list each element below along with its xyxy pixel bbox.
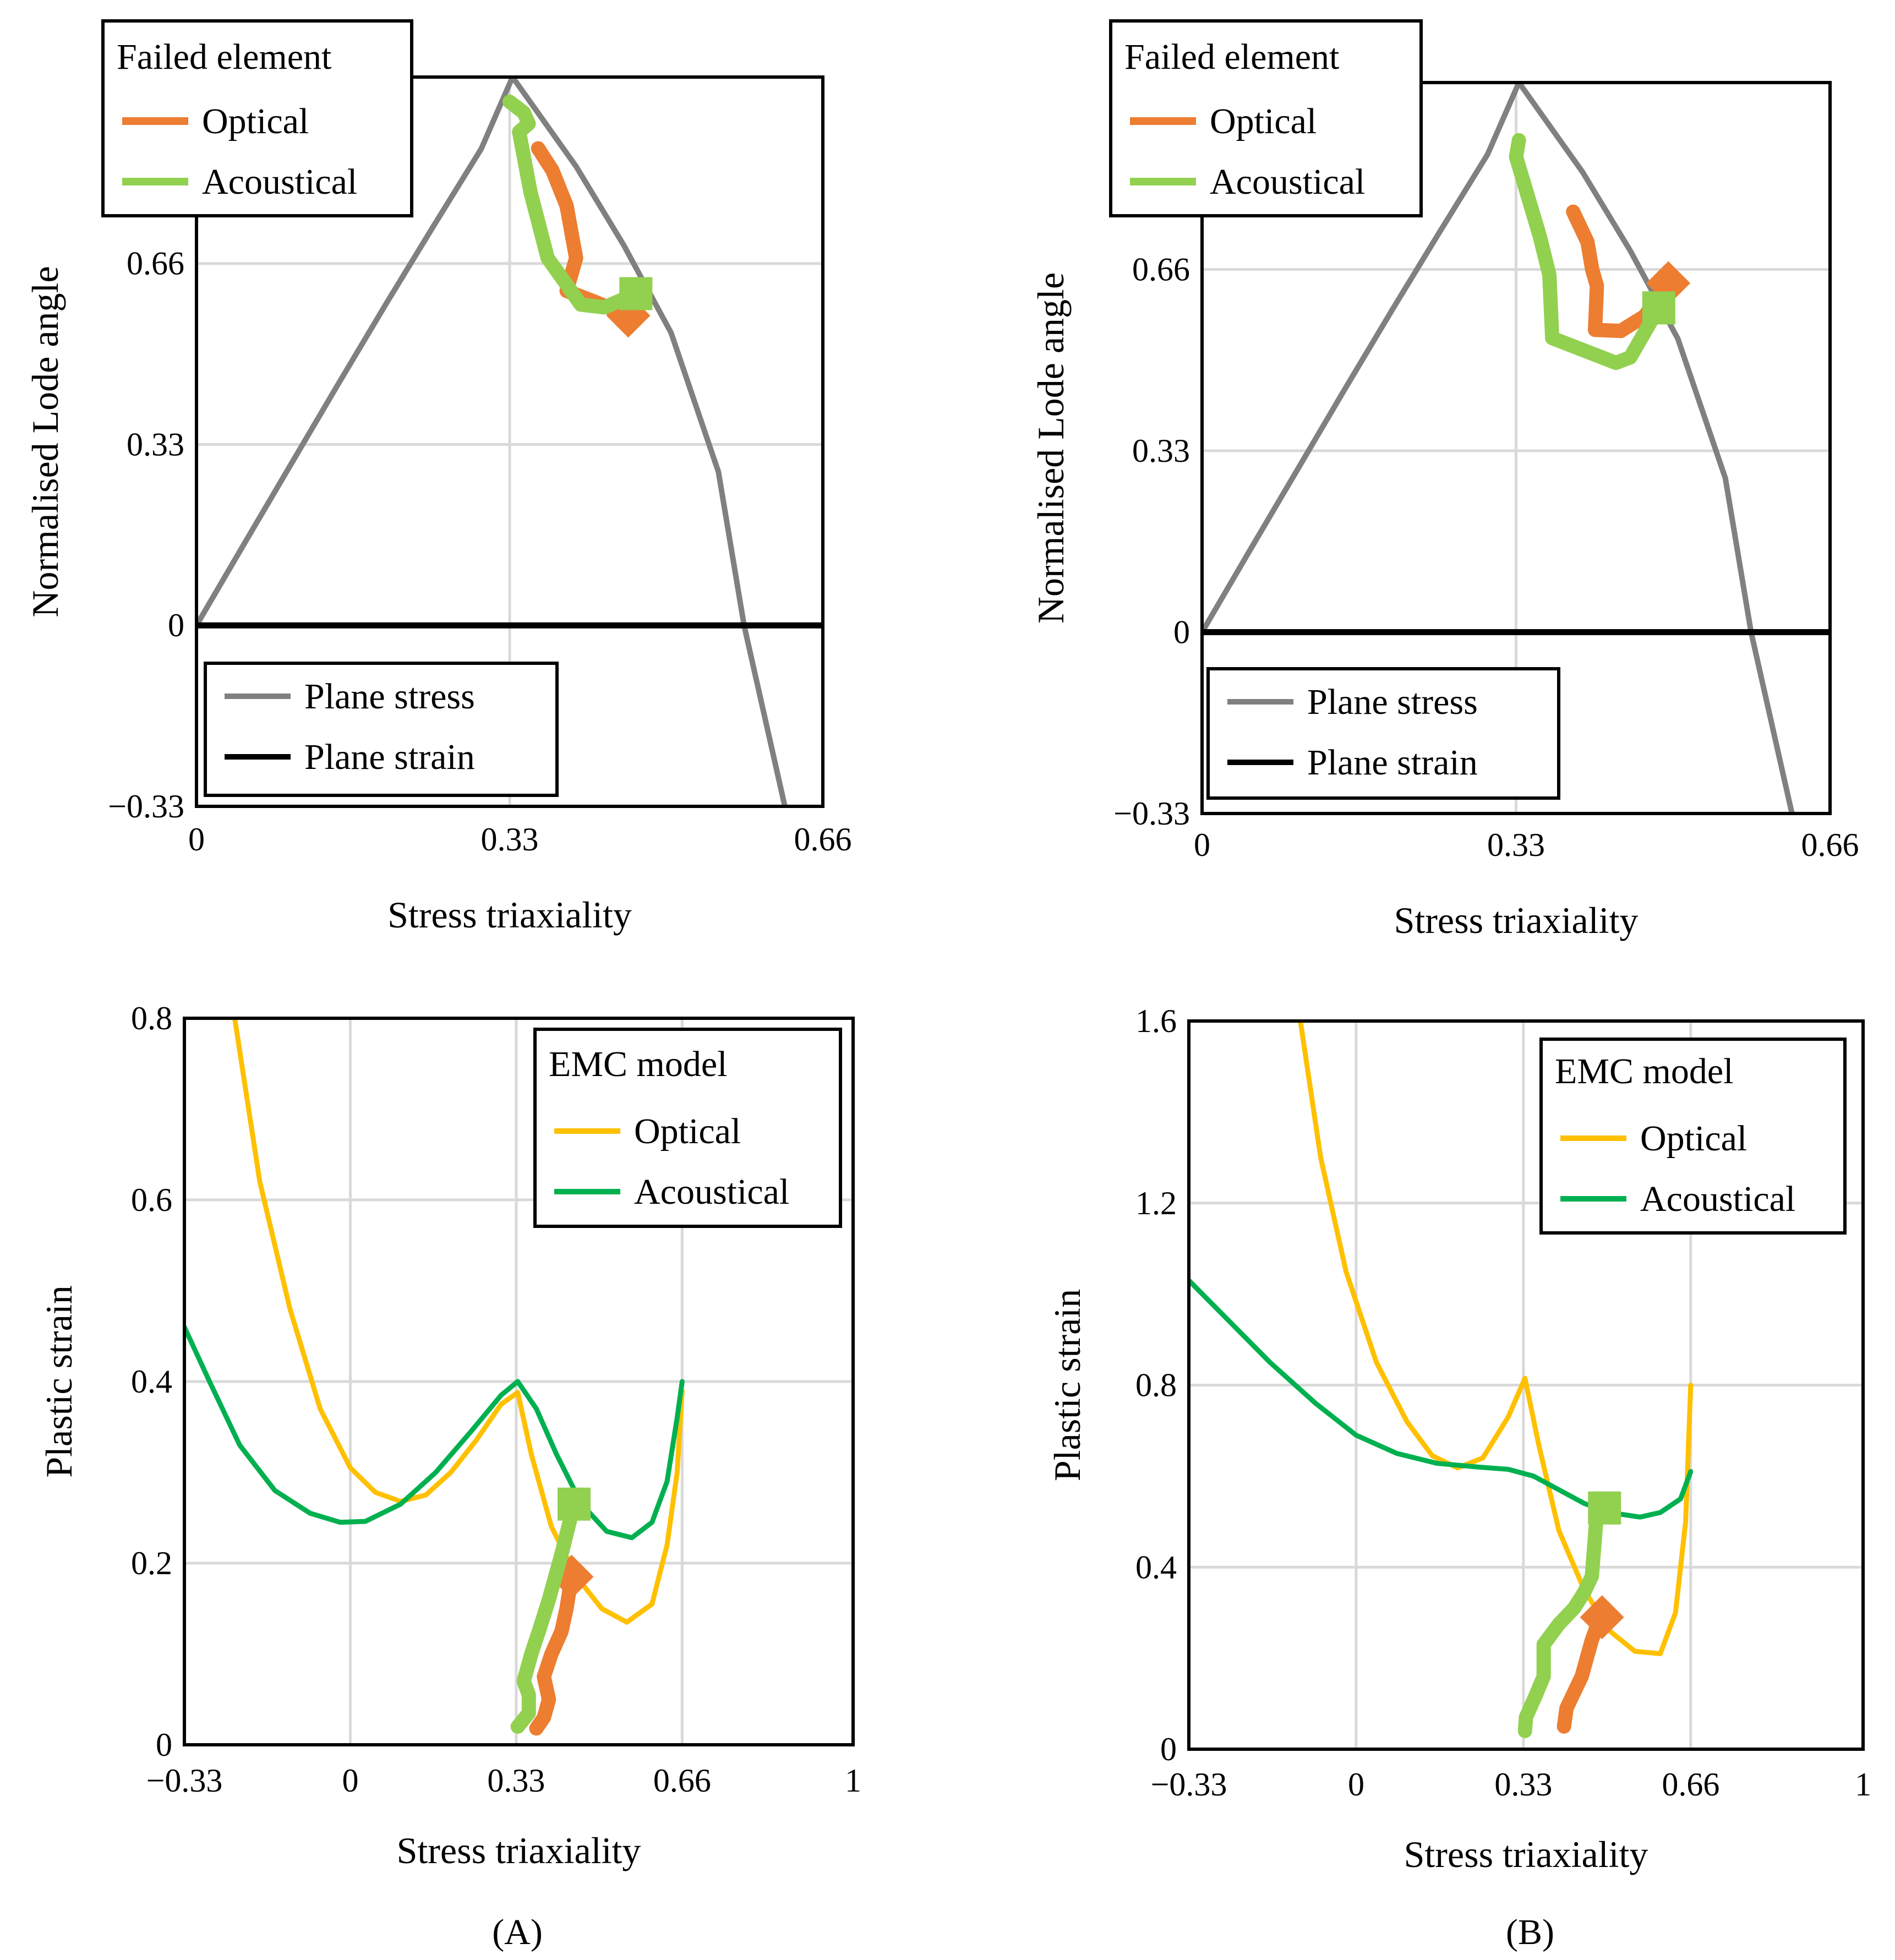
x-axis-label: Stress triaxiality xyxy=(397,1830,641,1871)
legend-label-optical: Optical xyxy=(202,101,309,141)
y-tick-label: 0.4 xyxy=(1135,1549,1177,1585)
series-line-acoustical-path xyxy=(1509,133,1666,370)
y-tick-label: 0.8 xyxy=(1135,1367,1177,1404)
plot-frame xyxy=(1200,81,1832,815)
plot-frame xyxy=(195,75,824,808)
legend-box xyxy=(1206,667,1560,800)
legend-label-acoustical: Acoustical xyxy=(634,1172,789,1212)
series-group xyxy=(184,1018,685,1736)
x-tick-label: 0.66 xyxy=(1801,827,1859,863)
y-tick-label: 0.33 xyxy=(1132,433,1190,469)
legend-label-plane-strain: Plane strain xyxy=(304,737,475,777)
legend-reference-lines: Plane stress Plane strain xyxy=(204,662,559,797)
y-tick-label: 0 xyxy=(1160,1731,1177,1767)
y-tick-label: 0.2 xyxy=(131,1545,172,1581)
legend-label-acoustical: Acoustical xyxy=(202,162,357,202)
series-line-optical-path xyxy=(1566,204,1676,339)
x-tick-label: 0.33 xyxy=(487,1762,545,1799)
legend-box xyxy=(204,662,559,797)
series-line-acoustical-path xyxy=(503,94,643,315)
series-line-acoustical-model xyxy=(184,1324,685,1541)
y-axis-label: Plastic strain xyxy=(1046,1289,1088,1481)
failure-marker-acoustical xyxy=(1588,1491,1621,1525)
x-tick-label: 0.33 xyxy=(1487,827,1545,863)
legend-label-optical: Optical xyxy=(1640,1118,1747,1159)
y-axis-label: Normalised Lode angle xyxy=(1030,272,1072,624)
series-line-acoustical-model xyxy=(1189,1277,1694,1520)
failure-marker-acoustical xyxy=(619,277,653,310)
caption-b: (B) xyxy=(1506,1912,1554,1952)
legend-reference-lines: Plane stress Plane strain xyxy=(1206,667,1560,800)
x-tick-label: −0.33 xyxy=(146,1762,223,1799)
plot-frame xyxy=(1187,1019,1865,1751)
x-tick-label: 0 xyxy=(342,1762,358,1799)
x-axis-label: Stress triaxiality xyxy=(1404,1833,1648,1875)
x-tick-label: 0 xyxy=(1194,827,1210,863)
y-tick-label: 0 xyxy=(156,1727,172,1763)
failure-marker-acoustical xyxy=(1642,291,1675,325)
y-tick-label: 0.33 xyxy=(127,426,184,462)
legend-label-optical: Optical xyxy=(1210,101,1317,141)
failure-marker-acoustical xyxy=(557,1487,591,1521)
series-group xyxy=(1202,83,1830,814)
x-tick-label: 0.66 xyxy=(1662,1766,1719,1803)
y-tick-label: 0.66 xyxy=(127,245,184,282)
legend-failed-element: Failed element Optical Acoustical xyxy=(101,19,413,217)
x-tick-label: 0.66 xyxy=(794,821,852,858)
series-line-optical-path xyxy=(529,1569,579,1736)
y-tick-label: 1.2 xyxy=(1135,1185,1177,1221)
legend-failed-element: Failed element Optical Acoustical xyxy=(1109,19,1423,217)
legend-title: Failed element xyxy=(1124,37,1339,77)
x-tick-label: 1 xyxy=(845,1762,861,1799)
y-tick-label: 0 xyxy=(1173,614,1190,650)
legend-label-plane-strain: Plane strain xyxy=(1307,742,1478,783)
y-tick-label: 0.6 xyxy=(131,1182,172,1218)
plot-frame xyxy=(183,1017,855,1746)
legend-label-plane-stress: Plane stress xyxy=(304,676,475,717)
series-line-plane-stress xyxy=(196,77,788,806)
legend-label-optical: Optical xyxy=(634,1111,741,1151)
failure-marker-optical xyxy=(1580,1595,1624,1640)
series-line-optical-model xyxy=(232,1018,685,1625)
y-tick-label: 1.6 xyxy=(1135,1003,1177,1039)
x-tick-label: 0.33 xyxy=(1494,1766,1552,1803)
y-tick-label: 0.66 xyxy=(1132,251,1190,287)
x-tick-label: 0.33 xyxy=(481,821,539,858)
x-tick-label: 0 xyxy=(1348,1766,1364,1803)
x-tick-label: 1 xyxy=(1855,1766,1871,1803)
legend-emc-model: EMC model Optical Acoustical xyxy=(533,1028,842,1228)
y-axis-label: Normalised Lode angle xyxy=(24,266,66,617)
series-line-optical-model xyxy=(1298,1021,1694,1656)
legend-emc-model: EMC model Optical Acoustical xyxy=(1539,1038,1847,1235)
legend-title: EMC model xyxy=(1555,1051,1734,1091)
legend-title: Failed element xyxy=(117,37,331,77)
series-group xyxy=(1189,1021,1694,1738)
series-line-plane-stress xyxy=(1202,83,1795,814)
legend-label-acoustical: Acoustical xyxy=(1640,1179,1795,1219)
legend-label-plane-stress: Plane stress xyxy=(1307,682,1478,722)
x-tick-label: 0.66 xyxy=(653,1762,711,1799)
y-tick-label: 0.4 xyxy=(131,1363,172,1400)
legend-label-acoustical: Acoustical xyxy=(1210,162,1365,202)
legend-title: EMC model xyxy=(549,1044,728,1084)
y-tick-label: 0 xyxy=(168,607,184,643)
series-line-acoustical-path xyxy=(1517,1500,1612,1738)
caption-a: (A) xyxy=(492,1912,543,1952)
x-axis-label: Stress triaxiality xyxy=(387,894,632,936)
series-line-acoustical-path xyxy=(510,1497,581,1734)
y-axis-label: Plastic strain xyxy=(38,1285,80,1477)
y-tick-label: −0.33 xyxy=(1113,795,1190,832)
y-tick-label: 0.8 xyxy=(131,1000,172,1036)
x-tick-label: −0.33 xyxy=(1151,1766,1227,1803)
series-group xyxy=(196,77,823,806)
x-tick-label: 0 xyxy=(188,821,205,858)
x-axis-label: Stress triaxiality xyxy=(1394,899,1639,941)
y-tick-label: −0.33 xyxy=(108,788,184,825)
